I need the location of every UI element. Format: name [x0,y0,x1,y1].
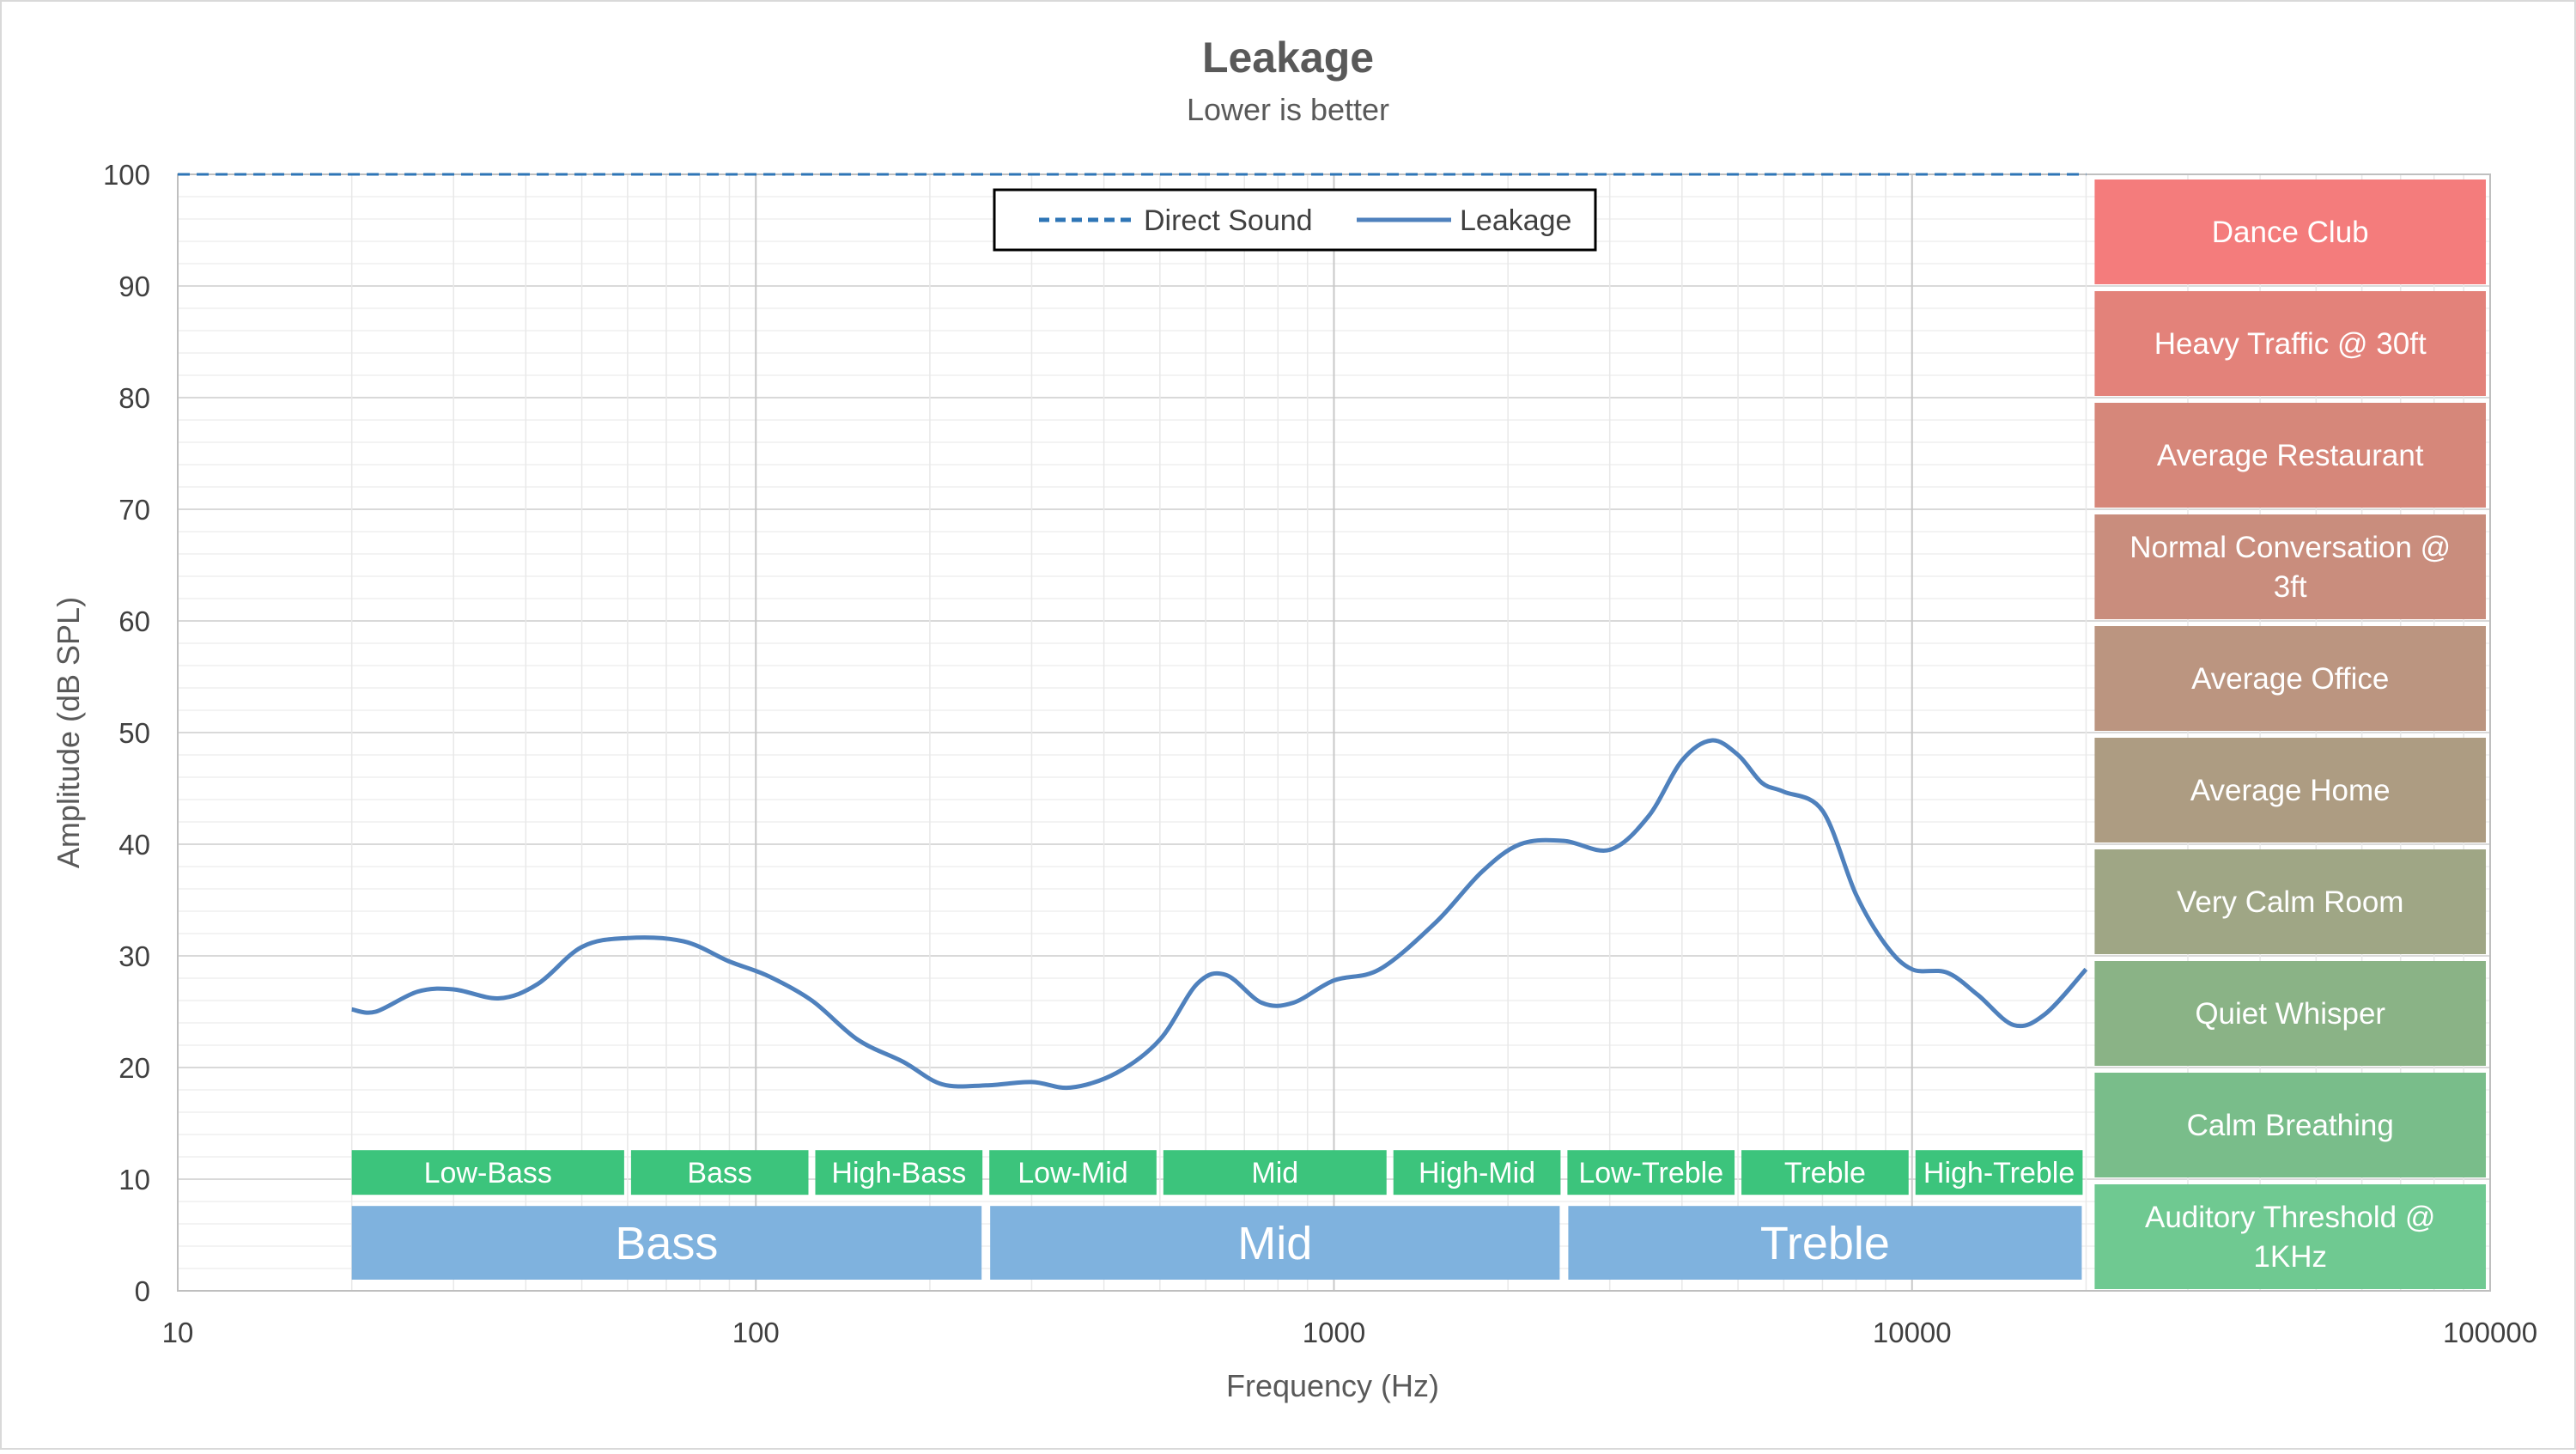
reference-levels: Dance Club Heavy Traffic @ 30ft Average Re… [2094,179,2486,1289]
subband-low-mid [989,1150,1157,1195]
subband-high-treble [1915,1150,2083,1195]
reference-level-label: Average Office [2191,662,2389,696]
reference-level-block [2094,514,2486,619]
legend-direct-sound-label: Direct Sound [1144,204,1313,237]
y-tick-label: 10 [118,1164,150,1195]
y-tick-label: 30 [118,940,150,972]
reference-level-block [2094,849,2486,954]
reference-level-block [2094,1184,2486,1289]
reference-level-label: Quiet Whisper [2195,997,2385,1031]
subband-label: High-Mid [1419,1157,1535,1189]
reference-level-block [2094,961,2486,1066]
x-tick-label: 10 [162,1317,194,1348]
subband-low-bass [351,1150,624,1195]
reference-level-block [2094,403,2486,508]
subband-label: Bass [687,1157,752,1189]
x-tick-label: 1000 [1303,1317,1365,1348]
y-tick-label: 100 [103,159,150,191]
subband-label: High-Bass [831,1157,966,1189]
reference-level-block [2094,179,2486,284]
reference-level-block [2094,291,2486,396]
y-tick-label: 80 [118,382,150,414]
mainband-mid [990,1206,1560,1280]
y-tick-label: 90 [118,271,150,302]
legend: Direct Sound Leakage [993,188,1597,252]
subband-label: Low-Bass [424,1157,552,1189]
reference-level-label: 1KHz [2253,1240,2327,1274]
y-tick-label: 60 [118,605,150,637]
mainband-label: Bass [615,1218,718,1269]
reference-level-block [2094,1073,2486,1177]
y-tick-label: 20 [118,1052,150,1084]
reference-level-label: Average Restaurant [2157,439,2424,472]
reference-level-label: Normal Conversation @ [2129,531,2451,564]
subband-low-treble [1567,1150,1735,1195]
reference-level-label: Very Calm Room [2177,885,2404,919]
axis-ticks: 0 10 20 30 40 50 60 70 80 90 100 10 100 1000 10000 1000… [103,159,2537,1348]
subband-label: High-Treble [1923,1157,2075,1189]
subband-high-mid [1393,1150,1561,1195]
y-tick-label: 40 [118,829,150,861]
mainband-treble [1568,1206,2082,1280]
chart-title: Leakage [1202,33,1374,82]
reference-level-block [2094,626,2486,731]
y-tick-label: 70 [118,494,150,526]
legend-leakage-label: Leakage [1460,204,1571,237]
y-tick-label: 0 [135,1275,150,1307]
reference-level-label: Heavy Traffic @ 30ft [2154,327,2427,361]
reference-level-block [2094,738,2486,843]
y-tick-label: 50 [118,717,150,749]
reference-level-label: Auditory Threshold @ [2145,1201,2435,1234]
subband-treble [1741,1150,1909,1195]
chart-subtitle: Lower is better [1187,92,1389,127]
x-tick-label: 100 [732,1317,780,1348]
series-leakage-line [351,738,2088,1091]
subband-mid [1163,1150,1387,1195]
reference-level-label: Calm Breathing [2187,1109,2394,1142]
mainband-label: Mid [1237,1218,1312,1269]
x-tick-label: 100000 [2443,1317,2537,1348]
reference-level-label: Dance Club [2212,216,2369,249]
reference-level-label: Average Home [2190,774,2391,807]
subband-bass [630,1150,809,1195]
x-tick-label: 10000 [1873,1317,1952,1348]
x-axis-title: Frequency (Hz) [1226,1368,1439,1403]
frequency-bands: Low-Bass Bass High-Bass Low-Mid Mid High-Mid L… [351,1150,2083,1280]
subband-label: Low-Treble [1578,1157,1723,1189]
subband-label: Treble [1784,1157,1866,1189]
mainband-label: Treble [1760,1218,1890,1269]
subband-label: Low-Mid [1018,1157,1127,1189]
series [178,173,2088,1091]
reference-level-label: 3ft [2274,570,2307,604]
subband-high-bass [815,1150,983,1195]
subband-label: Mid [1251,1157,1298,1189]
y-axis-title: Amplitude (dB SPL) [51,597,86,868]
mainband-bass [351,1206,982,1280]
